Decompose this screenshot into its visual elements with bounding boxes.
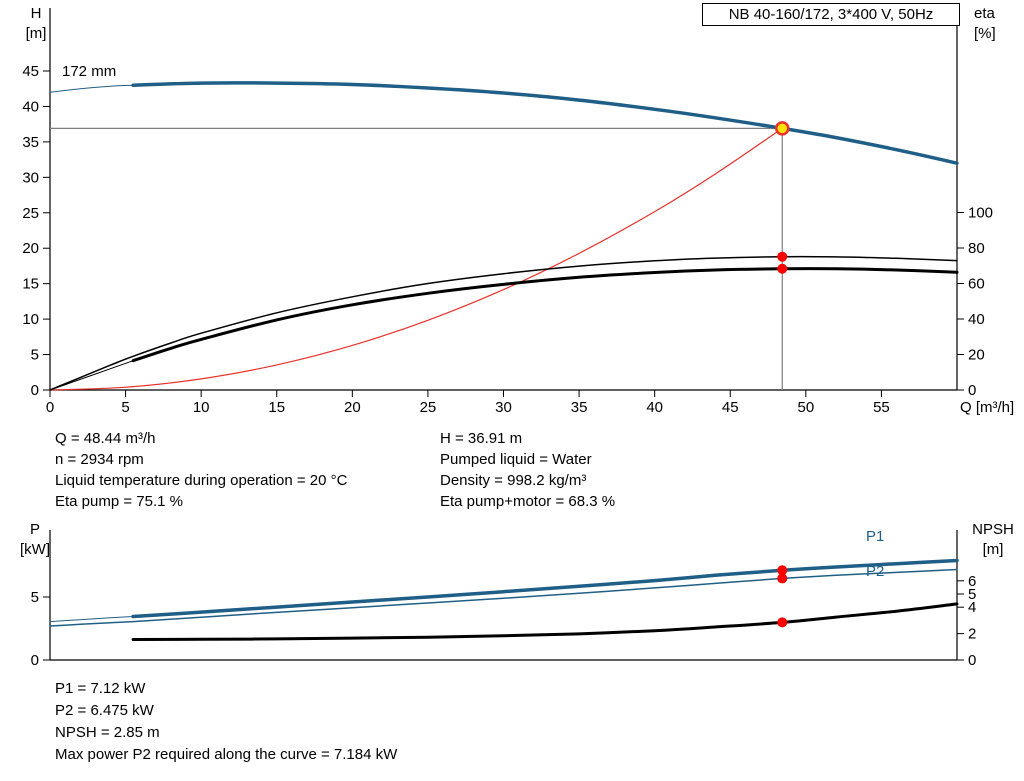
p2-curve-label: P2 [866, 563, 885, 580]
results-block: P1 = 7.12 kW P2 = 6.475 kW NPSH = 2.85 m… [55, 678, 397, 766]
left-tick-label: 25 [22, 205, 39, 222]
eta-axis-unit: [%] [974, 25, 996, 42]
left-tick-label: 35 [22, 134, 39, 151]
p1-curve-label: P1 [866, 528, 885, 545]
left-tick-label: 10 [22, 311, 39, 328]
q-axis-label: Q [m³/h] [960, 399, 1015, 416]
left-tick-label: 20 [22, 240, 39, 257]
left-tick-label: 45 [22, 63, 39, 80]
info-speed: n = 2934 rpm [55, 451, 144, 468]
p-axis-title: P [kW] [12, 520, 58, 560]
result-p2: P2 = 6.475 kW [55, 702, 154, 719]
info-head: H = 36.91 m [440, 430, 523, 447]
npsh-curve [131, 602, 959, 641]
impeller-diameter-label: 172 mm [62, 63, 117, 80]
head-curve-lead [49, 84, 134, 93]
x-tick-label: 55 [873, 399, 890, 416]
info-eta-pump: Eta pump = 75.1 % [55, 493, 183, 510]
left-tick-label: 5 [31, 347, 39, 364]
p1-curve [131, 558, 959, 619]
x-tick-label: 25 [420, 399, 437, 416]
result-p1: P1 = 7.12 kW [55, 680, 146, 697]
hq-eta-chart: 0 5 10 15 20 25 30 35 40 45 50 55 0 5 10 15 20 25 30 35 40 45… [22, 8, 993, 416]
duty-point [775, 121, 790, 136]
x-tick-label: 5 [121, 399, 129, 416]
system-curve [49, 127, 783, 391]
left-tick-label: 0 [31, 652, 39, 669]
eta-pump-point [777, 251, 788, 262]
right-tick-label: 0 [968, 382, 976, 399]
x-tick-label: 20 [344, 399, 361, 416]
right-tick-label: 20 [968, 347, 985, 364]
x-tick-label: 50 [797, 399, 814, 416]
eta-pump-motor-lead [49, 360, 134, 391]
right-tick-label: 40 [968, 311, 985, 328]
info-pumped-liquid: Pumped liquid = Water [440, 451, 592, 468]
eta-axis-title: eta [%] [974, 4, 996, 44]
right-tick-label: 5 [968, 586, 976, 603]
p-axis-unit: [kW] [20, 541, 50, 558]
left-tick-label: 5 [31, 589, 39, 606]
h-axis-unit: [m] [25, 25, 47, 42]
left-tick-label: 0 [31, 382, 39, 399]
p2-point [777, 573, 788, 584]
info-liquid-temp: Liquid temperature during operation = 20… [55, 472, 348, 489]
x-tick-label: 45 [722, 399, 739, 416]
pump-title-box: NB 40-160/172, 3*400 V, 50Hz [702, 3, 960, 26]
right-tick-label: 80 [968, 240, 985, 257]
npsh-axis-letter: NPSH [972, 521, 1014, 538]
right-tick-label: 4 [968, 599, 976, 616]
x-tick-label: 10 [193, 399, 210, 416]
x-tick-label: 0 [46, 399, 54, 416]
p-axis-letter: P [29, 521, 40, 538]
right-tick-label: 6 [968, 573, 976, 590]
info-q: Q = 48.44 m³/h [55, 430, 156, 447]
right-tick-label: 0 [968, 652, 976, 669]
p2-curve [49, 568, 958, 627]
right-tick-label: 60 [968, 276, 985, 293]
right-tick-label: 2 [968, 626, 976, 643]
operating-info-left: Q = 48.44 m³/h n = 2934 rpm Liquid tempe… [55, 428, 347, 512]
info-eta-pump-motor: Eta pump+motor = 68.3 % [440, 493, 616, 510]
h-axis-letter: H [30, 5, 42, 22]
npsh-axis-title: NPSH [m] [964, 520, 1022, 560]
x-tick-label: 35 [571, 399, 588, 416]
eta-pump-motor-point [777, 263, 788, 274]
eta-axis-letter: eta [974, 5, 995, 22]
x-tick-label: 30 [495, 399, 512, 416]
p1-lead [49, 616, 134, 623]
result-npsh: NPSH = 2.85 m [55, 724, 160, 741]
npsh-axis-unit: [m] [982, 541, 1004, 558]
operating-info-right: H = 36.91 m Pumped liquid = Water Densit… [440, 428, 615, 512]
head-curve [131, 81, 959, 165]
p1-point [777, 565, 788, 576]
left-tick-label: 15 [22, 276, 39, 293]
info-density: Density = 998.2 kg/m³ [440, 472, 587, 489]
eta-pump-motor-curve [131, 267, 959, 363]
left-tick-label: 40 [22, 98, 39, 115]
npsh-point [777, 617, 788, 628]
right-tick-label: 100 [968, 205, 993, 222]
left-tick-label: 30 [22, 169, 39, 186]
eta-pump-curve [49, 255, 958, 391]
result-max-power: Max power P2 required along the curve = … [55, 746, 398, 763]
x-tick-label: 40 [646, 399, 663, 416]
h-axis-title: H [m] [16, 4, 56, 44]
x-tick-label: 15 [268, 399, 285, 416]
